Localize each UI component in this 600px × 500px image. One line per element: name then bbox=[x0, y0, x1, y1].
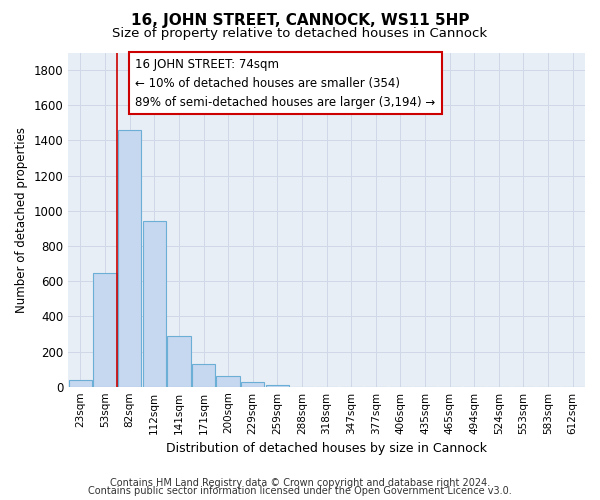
Text: Contains public sector information licensed under the Open Government Licence v3: Contains public sector information licen… bbox=[88, 486, 512, 496]
Bar bbox=[266, 385, 289, 386]
Bar bbox=[217, 376, 240, 386]
Y-axis label: Number of detached properties: Number of detached properties bbox=[15, 126, 28, 312]
Bar bbox=[69, 380, 92, 386]
Bar bbox=[167, 336, 191, 386]
Bar bbox=[143, 222, 166, 386]
Text: 16 JOHN STREET: 74sqm
← 10% of detached houses are smaller (354)
89% of semi-det: 16 JOHN STREET: 74sqm ← 10% of detached … bbox=[136, 58, 436, 108]
Bar bbox=[94, 273, 117, 386]
Text: Contains HM Land Registry data © Crown copyright and database right 2024.: Contains HM Land Registry data © Crown c… bbox=[110, 478, 490, 488]
Text: Size of property relative to detached houses in Cannock: Size of property relative to detached ho… bbox=[112, 28, 488, 40]
Text: 16, JOHN STREET, CANNOCK, WS11 5HP: 16, JOHN STREET, CANNOCK, WS11 5HP bbox=[131, 12, 469, 28]
X-axis label: Distribution of detached houses by size in Cannock: Distribution of detached houses by size … bbox=[166, 442, 487, 455]
Bar bbox=[241, 382, 265, 386]
Bar bbox=[118, 130, 142, 386]
Bar bbox=[192, 364, 215, 386]
